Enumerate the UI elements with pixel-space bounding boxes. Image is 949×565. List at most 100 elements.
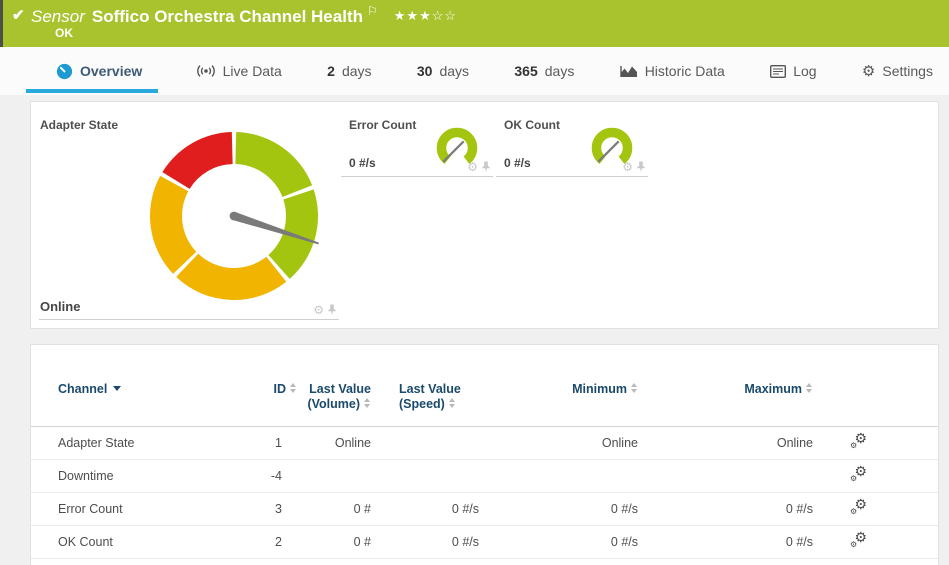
sort-icon (290, 383, 297, 394)
column-header-last-value-volume[interactable]: Last Value (Volume) (307, 382, 371, 411)
gauge-icon (56, 63, 73, 80)
last-value-speed-cell: 0 #/s (451, 535, 479, 549)
tab-label: Live Data (222, 63, 282, 79)
channel-settings-icon[interactable]: ⚙ ⚙ (850, 430, 867, 450)
channel-table-panel: Channel ID Last Value (Volume) Last Valu… (30, 344, 939, 565)
column-header-id[interactable]: ID (254, 382, 297, 397)
id-cell: 2 (275, 535, 282, 549)
minimum-cell: Online (601, 436, 638, 450)
tab-historic-data[interactable]: Historic Data (612, 47, 733, 95)
tab-settings[interactable]: ⚙ Settings (854, 47, 941, 95)
actions-cell: ⚙ ⚙ (813, 463, 942, 486)
priority-stars[interactable]: ★★★☆☆ (394, 8, 457, 23)
log-icon (770, 64, 787, 78)
last-value-volume-cell: 0 # (353, 535, 371, 549)
maximum-cell: 0 #/s (785, 502, 813, 516)
channel-settings-icon[interactable]: ⚙ ⚙ (850, 463, 867, 483)
sensor-name: Soffico Orchestra Channel Health (91, 7, 363, 26)
column-header-maximum[interactable]: Maximum (638, 382, 813, 397)
gear-icon[interactable]: ⚙ (313, 303, 324, 317)
gauge-footer-icons: ⚙ (467, 161, 491, 173)
id-cell: 3 (275, 502, 282, 516)
channel-name-cell: Error Count (58, 502, 123, 516)
tab-365-days[interactable]: 365 days (506, 47, 582, 95)
maximum-cell: 0 #/s (785, 535, 813, 549)
gauge-segment (176, 253, 287, 300)
channel-name-cell: Adapter State (58, 436, 135, 450)
tab-number: 365 (514, 63, 538, 79)
status-badge: OK (55, 26, 73, 40)
gauge-title: OK Count (504, 118, 560, 132)
channel-settings-icon[interactable]: ⚙ ⚙ (850, 496, 867, 516)
minimum-cell: 0 #/s (610, 535, 638, 549)
tab-label: Log (793, 63, 817, 79)
tab-overview[interactable]: Overview (26, 47, 159, 95)
settings-gear-icon: ⚙ (861, 62, 876, 80)
pin-icon[interactable] (481, 161, 491, 173)
object-kind-label: Sensor (31, 7, 85, 26)
content-area: Adapter State Online ⚙ Error Count 0 #/s (0, 95, 949, 565)
minimum-cell: 0 #/s (610, 502, 638, 516)
tab-log[interactable]: Log (762, 47, 824, 95)
column-header-last-value-speed[interactable]: Last Value (Speed) (399, 382, 461, 411)
gear-icon[interactable]: ⚙ (467, 160, 478, 174)
gauge-needle (597, 140, 620, 163)
tab-label: days (544, 63, 575, 79)
table-row[interactable]: Error Count 3 0 # 0 #/s 0 #/s 0 #/s ⚙ ⚙ (31, 493, 938, 526)
pin-icon[interactable] (327, 304, 337, 316)
last-value-volume-cell: 0 # (353, 502, 371, 516)
adapter-gauge (150, 132, 319, 300)
tab-live-data[interactable]: Live Data (188, 47, 290, 95)
channel-settings-icon[interactable]: ⚙ ⚙ (850, 529, 867, 549)
last-value-speed-cell: 0 #/s (451, 502, 479, 516)
tab-2-days[interactable]: 2 days (319, 47, 379, 95)
last-value-volume-cell: Online (334, 436, 371, 450)
gauge-footer-icons: ⚙ (622, 161, 646, 173)
sort-desc-caret-icon (113, 386, 122, 391)
channel-name-cell: Downtime (58, 469, 114, 483)
column-header-channel[interactable]: Channel (58, 382, 254, 397)
tab-label: days (341, 63, 372, 79)
sensor-title-line: Sensor Soffico Orchestra Channel Health ⚐ ★… (31, 4, 457, 27)
sort-icon (631, 383, 638, 394)
tab-label: days (439, 63, 470, 79)
id-cell: -4 (270, 469, 282, 483)
id-cell: 1 (275, 436, 282, 450)
tab-number: 2 (327, 63, 335, 79)
tab-label: Historic Data (644, 63, 725, 79)
column-header-minimum[interactable]: Minimum (479, 382, 638, 397)
gauge-value: 0 #/s (349, 156, 376, 170)
status-ok-check-icon: ✔ (12, 7, 25, 24)
sort-icon (364, 398, 371, 409)
gauge-segment (150, 175, 197, 274)
channel-name-cell: OK Count (58, 535, 113, 549)
sort-icon (806, 383, 813, 394)
priority-flag-icon: ⚐ (367, 4, 378, 18)
gauge-needle (232, 212, 319, 245)
gauge-title: Error Count (349, 118, 417, 132)
actions-cell: ⚙ ⚙ (813, 496, 942, 519)
ok-count-gauge-panel[interactable]: OK Count 0 #/s ⚙ (496, 113, 648, 177)
gauge-needle (442, 140, 465, 163)
tab-label: Settings (882, 63, 933, 79)
gauge-segment (235, 132, 313, 197)
historic-data-chart-icon (619, 64, 638, 78)
tab-30-days[interactable]: 30 days (409, 47, 477, 95)
error-count-gauge-panel[interactable]: Error Count 0 #/s ⚙ (341, 113, 493, 177)
adapter-state-gauge-panel[interactable]: Adapter State Online ⚙ (39, 113, 339, 320)
maximum-cell: Online (776, 436, 813, 450)
pin-icon[interactable] (636, 161, 646, 173)
table-row[interactable]: Adapter State 1 Online Online Online ⚙ ⚙ (31, 427, 938, 460)
table-row[interactable]: Downtime -4 ⚙ ⚙ (31, 460, 938, 493)
gauge-title: Adapter State (40, 118, 119, 132)
sensor-header: ✔ Sensor Soffico Orchestra Channel Health… (0, 0, 949, 47)
gear-icon[interactable]: ⚙ (622, 160, 633, 174)
stars-empty: ☆☆ (431, 8, 458, 23)
gauge-footer-icons: ⚙ (313, 304, 337, 316)
tab-number: 30 (416, 63, 433, 79)
gauge-needle-hub (229, 211, 239, 221)
gauge-value: Online (40, 299, 81, 314)
gauge-value: 0 #/s (504, 156, 531, 170)
table-row[interactable]: OK Count 2 0 # 0 #/s 0 #/s 0 #/s ⚙ ⚙ (31, 526, 938, 559)
